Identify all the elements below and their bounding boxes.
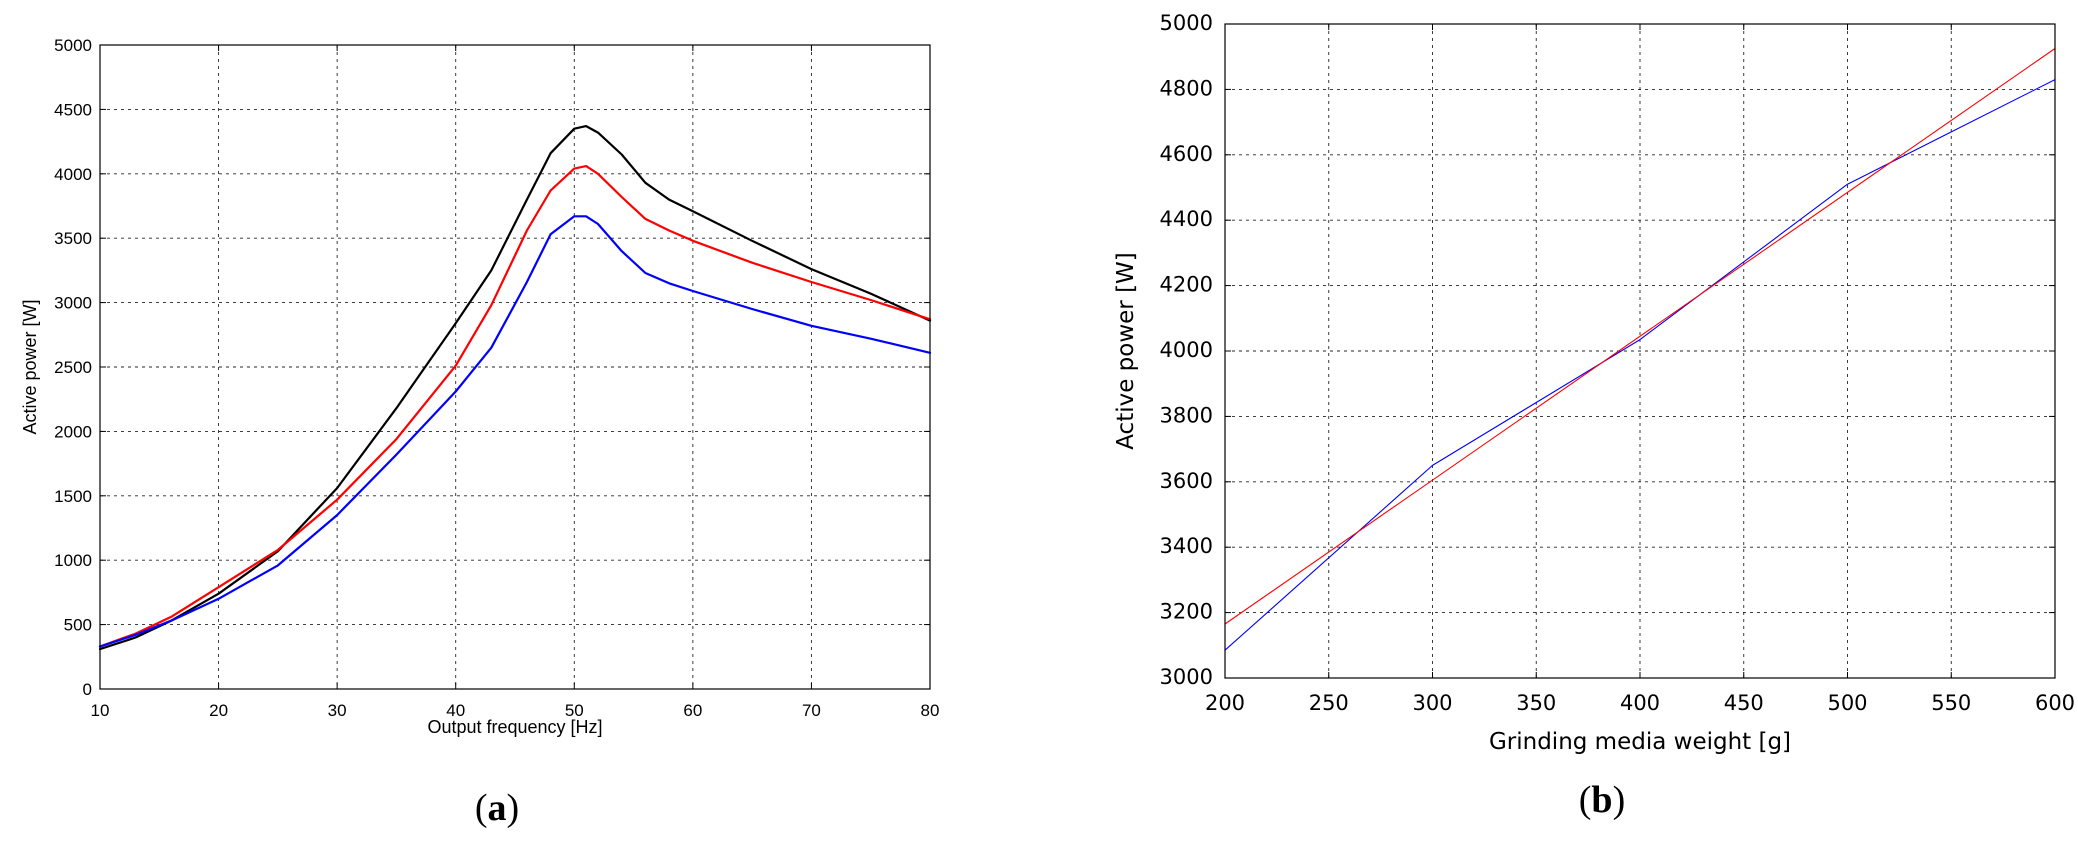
y-tick-label: 4500 xyxy=(54,100,92,119)
y-tick-label: 5000 xyxy=(54,36,92,55)
plot-frame xyxy=(1224,23,2056,679)
y-tick-label: 4000 xyxy=(1160,338,1213,362)
plot-frame xyxy=(99,44,931,690)
y-tick-label: 1500 xyxy=(54,487,92,506)
x-tick-label: 20 xyxy=(209,701,228,720)
y-tick-label: 0 xyxy=(83,680,92,699)
x-tick-label: 40 xyxy=(446,701,465,720)
y-tick-label: 4400 xyxy=(1160,207,1213,231)
x-axis-label: Grinding media weight [g] xyxy=(1489,729,1791,755)
series-line-1 xyxy=(98,124,932,651)
x-tick-label: 30 xyxy=(328,701,347,720)
x-tick-label: 450 xyxy=(1724,691,1764,715)
x-tick-label: 350 xyxy=(1516,691,1556,715)
chart-panel-b: 200 250 300 350 400 450 500 550 600 3000 3200 3400 3… xyxy=(1113,11,2075,821)
y-axis-label: Active power [W] xyxy=(1113,252,1139,450)
y-tick-label: 4200 xyxy=(1160,273,1213,297)
y-tick-label: 4000 xyxy=(54,165,92,184)
x-tick-label: 50 xyxy=(565,701,584,720)
x-tick-label: 300 xyxy=(1412,691,1452,715)
x-tick-label: 550 xyxy=(1931,691,1971,715)
y-tick-label: 4800 xyxy=(1160,76,1213,100)
y-tick-label: 500 xyxy=(64,616,92,635)
y-tick-label: 2000 xyxy=(54,422,92,441)
y-tick-label: 4600 xyxy=(1160,142,1213,166)
chart-panel-a: 10 20 30 40 50 60 70 80 0 500 1000 1500 2000 2500 3000… xyxy=(20,36,939,829)
x-tick-label: 80 xyxy=(921,701,940,720)
y-tick-label: 2500 xyxy=(54,358,92,377)
y-tick-label: 3600 xyxy=(1160,469,1213,493)
x-tick-label: 10 xyxy=(91,701,110,720)
y-tick-label: 5000 xyxy=(1160,11,1213,35)
x-tick-label: 500 xyxy=(1827,691,1867,715)
x-tick-label: 600 xyxy=(2035,691,2075,715)
y-tick-label: 3000 xyxy=(1160,665,1213,689)
x-tick-label: 200 xyxy=(1205,691,1245,715)
y-tick-label: 3400 xyxy=(1160,534,1213,558)
series-line-1 xyxy=(1224,79,2056,651)
series-line-2 xyxy=(98,165,932,648)
panel-label: (a) xyxy=(475,787,519,829)
y-tick-label: 1000 xyxy=(54,551,92,570)
y-tick-label: 3000 xyxy=(54,294,92,313)
x-tick-label: 400 xyxy=(1620,691,1660,715)
y-tick-label: 3800 xyxy=(1160,403,1213,427)
x-axis-label: Output frequency [Hz] xyxy=(427,717,602,737)
x-tick-label: 60 xyxy=(683,701,702,720)
y-axis-label: Active power [W] xyxy=(20,299,40,434)
series-line-3 xyxy=(98,215,932,648)
x-tick-label: 70 xyxy=(802,701,821,720)
y-tick-label: 3500 xyxy=(54,229,92,248)
x-tick-label: 250 xyxy=(1309,691,1349,715)
y-tick-label: 3200 xyxy=(1160,600,1213,624)
panel-label: (b) xyxy=(1579,779,1625,821)
series-line-2 xyxy=(1224,47,2056,625)
